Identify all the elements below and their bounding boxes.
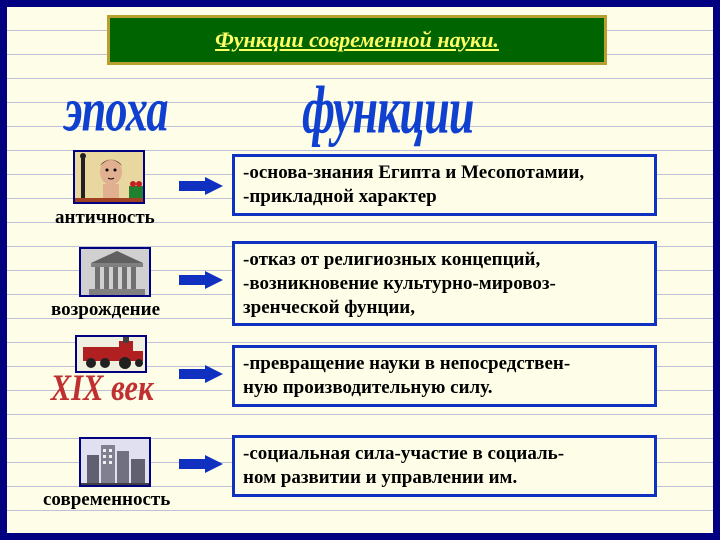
arrow-4	[179, 455, 223, 473]
slide: Функции современной науки. эпоха функции	[0, 0, 720, 540]
statue-icon	[75, 150, 143, 204]
icon-antiquity	[73, 150, 145, 204]
skyline-icon	[81, 437, 149, 487]
arrow-icon	[179, 177, 223, 195]
icon-renaissance	[79, 247, 151, 297]
slide-inner: Функции современной науки. эпоха функции	[6, 6, 714, 534]
arrow-icon	[179, 365, 223, 383]
temple-icon	[81, 247, 149, 297]
desc-modern: -социальная сила-участие в социаль-ном р…	[232, 435, 657, 497]
header-epoch: эпоха	[64, 75, 168, 146]
title-box: Функции современной науки.	[107, 15, 607, 65]
icon-modern	[79, 437, 151, 487]
label-renaissance: возрождение	[51, 299, 160, 321]
arrow-3	[179, 365, 223, 383]
arrow-icon	[179, 271, 223, 289]
label-antiquity: античность	[55, 207, 155, 229]
title-text: Функции современной науки.	[215, 27, 499, 53]
header-functions: функции	[302, 71, 473, 149]
desc-xix: -превращение науки в непосредствен-ную п…	[232, 345, 657, 407]
label-modern: современность	[43, 489, 170, 511]
desc-antiquity: -основа-знания Египта и Месопотамии,-при…	[232, 154, 657, 216]
arrow-1	[179, 177, 223, 195]
arrow-icon	[179, 455, 223, 473]
arrow-2	[179, 271, 223, 289]
desc-renaissance: -отказ от религиозных концепций,-возникн…	[232, 241, 657, 326]
label-xix: XIX век	[51, 368, 154, 410]
